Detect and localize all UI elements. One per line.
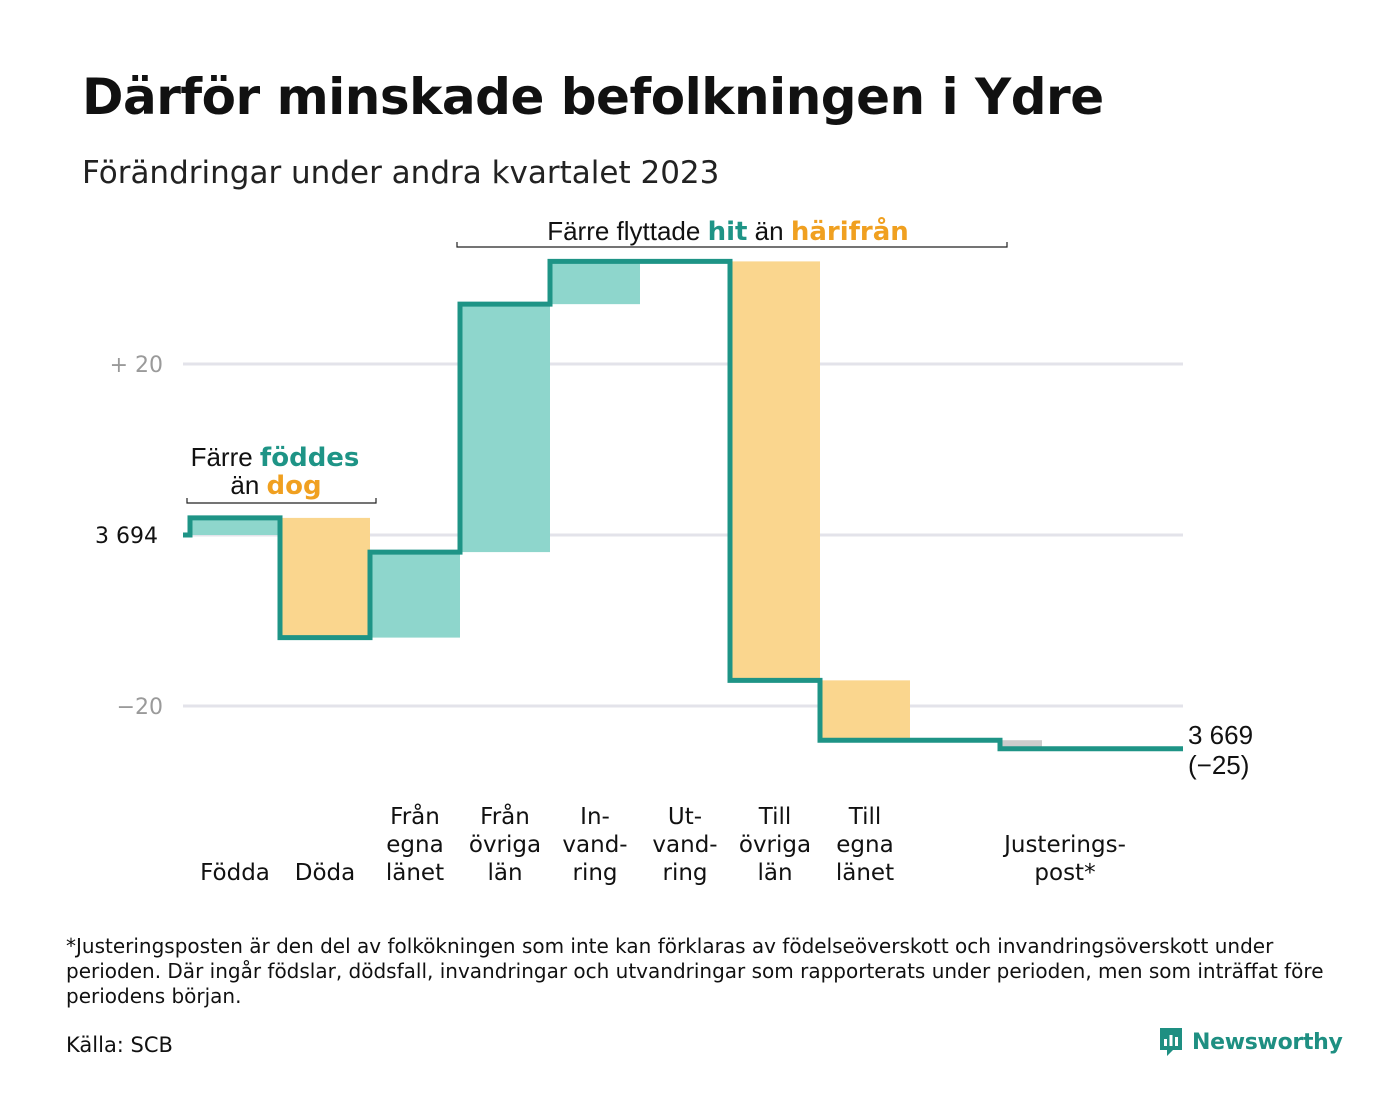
annotation-part: föddes	[260, 443, 360, 473]
annotation-part: än	[230, 470, 266, 500]
start-value-label: 3 694	[95, 524, 158, 549]
annotation-part: hit	[708, 217, 748, 247]
category-label: län	[757, 860, 792, 886]
annotation-part: Färre flyttade	[547, 216, 707, 246]
bar	[190, 517, 280, 535]
category-label: ring	[662, 860, 707, 886]
chart-subtitle: Förändringar under andra kvartalet 2023	[82, 155, 720, 191]
bar	[460, 304, 550, 553]
category-label: Födda	[200, 860, 270, 886]
category-label: övriga	[739, 832, 811, 858]
bar	[550, 261, 640, 305]
category-label: Döda	[295, 860, 355, 886]
annotation-bracket	[456, 242, 1008, 248]
category-label: post*	[1034, 860, 1095, 886]
footnote: *Justeringsposten är den del av folkökni…	[66, 934, 1324, 1008]
category-label: egna	[386, 832, 443, 858]
chart-title: Därför minskade befolkningen i Ydre	[82, 68, 1104, 126]
waterfall-step-line	[183, 258, 1183, 752]
annotation-births-deaths: Färre föddes	[191, 442, 360, 473]
category-label: In-	[580, 804, 610, 830]
source-label: Källa: SCB	[66, 1033, 173, 1057]
category-label: vand-	[562, 832, 627, 858]
annotation-part: dog	[267, 471, 322, 501]
category-label: övriga	[469, 832, 541, 858]
annotation-part: härifrån	[791, 215, 909, 247]
annotation-bracket	[186, 498, 377, 504]
bar	[1002, 740, 1042, 749]
bars	[190, 261, 1042, 749]
category-label: egna	[836, 832, 893, 858]
y-tick-label: −20	[117, 695, 163, 720]
category-label: Från	[480, 802, 530, 830]
step-line	[183, 258, 1183, 752]
category-label: Till	[758, 804, 792, 830]
bar	[370, 552, 460, 638]
category-label: Ut-	[668, 804, 702, 830]
brand-logo: Newsworthy	[1158, 1026, 1343, 1058]
category-label: länet	[836, 860, 894, 886]
category-label: Justerings-	[1002, 832, 1126, 858]
annotation-part: än	[747, 216, 790, 246]
brand-name: Newsworthy	[1192, 1029, 1343, 1055]
category-label: ring	[572, 860, 617, 886]
newsworthy-icon	[1160, 1028, 1182, 1056]
y-tick-label: + 20	[110, 353, 163, 378]
annotation-migration: Färre flyttade hit än härifrån	[547, 215, 909, 247]
end-value-label: (−25)	[1188, 750, 1249, 780]
bar	[730, 261, 820, 681]
bar	[280, 517, 370, 638]
category-label: vand-	[652, 832, 717, 858]
annotation-births-deaths-line2: än dog	[230, 470, 321, 501]
end-value-label: 3 669	[1188, 720, 1253, 750]
category-label: län	[487, 860, 522, 886]
annotation-part: Färre	[191, 442, 260, 472]
bar	[820, 680, 910, 741]
category-label: länet	[386, 860, 444, 886]
category-label: Från	[390, 802, 440, 830]
category-label: Till	[848, 804, 882, 830]
